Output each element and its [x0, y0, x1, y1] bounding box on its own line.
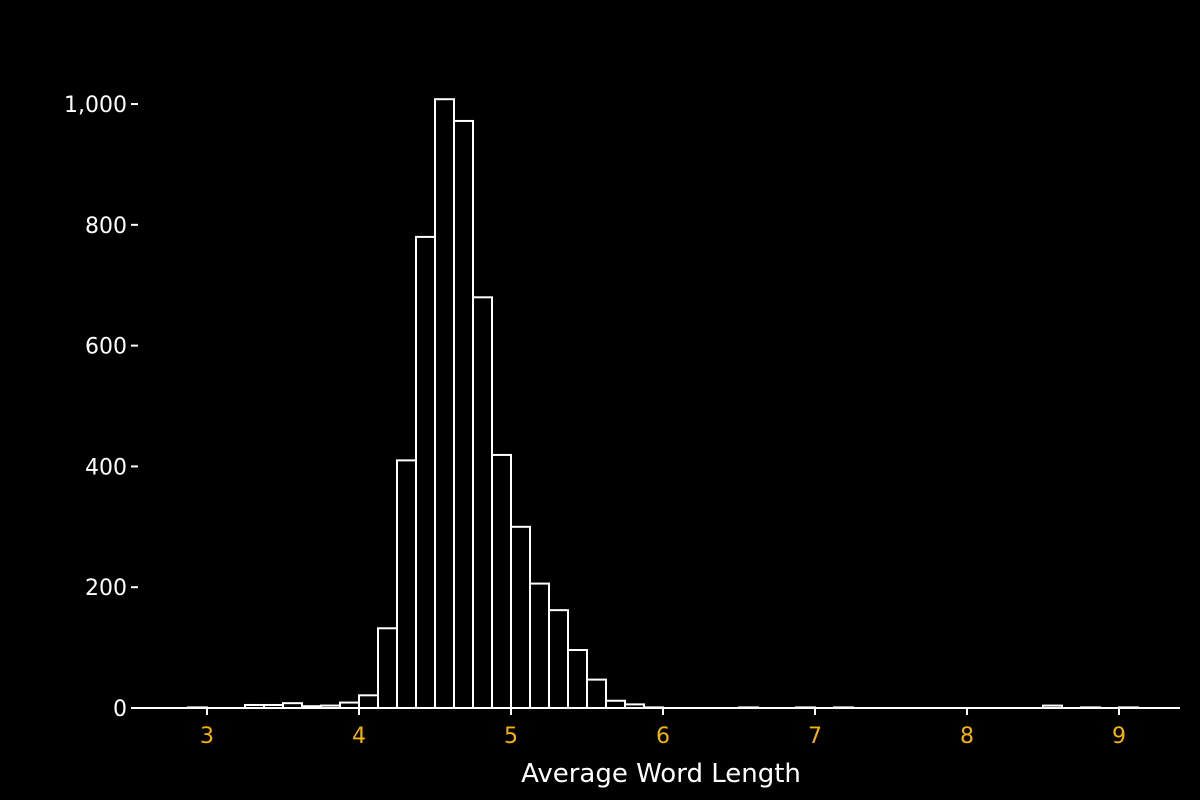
y-tick-label: 400 [85, 455, 127, 480]
histogram-bar [377, 627, 398, 710]
histogram-bar [529, 582, 550, 710]
y-tick-label: 200 [85, 576, 127, 601]
histogram-bar [567, 649, 588, 710]
histogram-bar [358, 694, 379, 710]
y-tick-label: 600 [85, 335, 127, 360]
histogram-bar [510, 525, 531, 709]
x-axis: 3 4 5 6 7 8 9 [136, 707, 1180, 749]
x-tick-label: 6 [656, 724, 670, 749]
y-axis: 0 200 400 600 800 1,000 [64, 93, 138, 722]
x-axis-title: Average Word Length [521, 759, 801, 789]
y-tick-label: 1,000 [64, 93, 127, 118]
histogram-bar [453, 119, 474, 709]
histogram-bar [548, 609, 569, 709]
x-tick-label: 8 [960, 724, 974, 749]
histogram-bar [434, 98, 455, 709]
x-tick-label: 9 [1112, 724, 1126, 749]
y-tick-label: 0 [113, 697, 127, 722]
histogram-bar [491, 453, 512, 709]
histogram-bar [586, 678, 607, 709]
x-tick-label: 3 [200, 724, 214, 749]
histogram-bar [472, 296, 493, 709]
x-tick-label: 7 [808, 724, 822, 749]
histogram-bars [187, 98, 1139, 710]
y-tick-label: 800 [85, 214, 127, 239]
histogram-bar [415, 235, 436, 709]
x-tick-label: 5 [504, 724, 518, 749]
histogram-bar [605, 699, 626, 709]
histogram-bar [396, 459, 417, 709]
x-tick-label: 4 [352, 724, 366, 749]
